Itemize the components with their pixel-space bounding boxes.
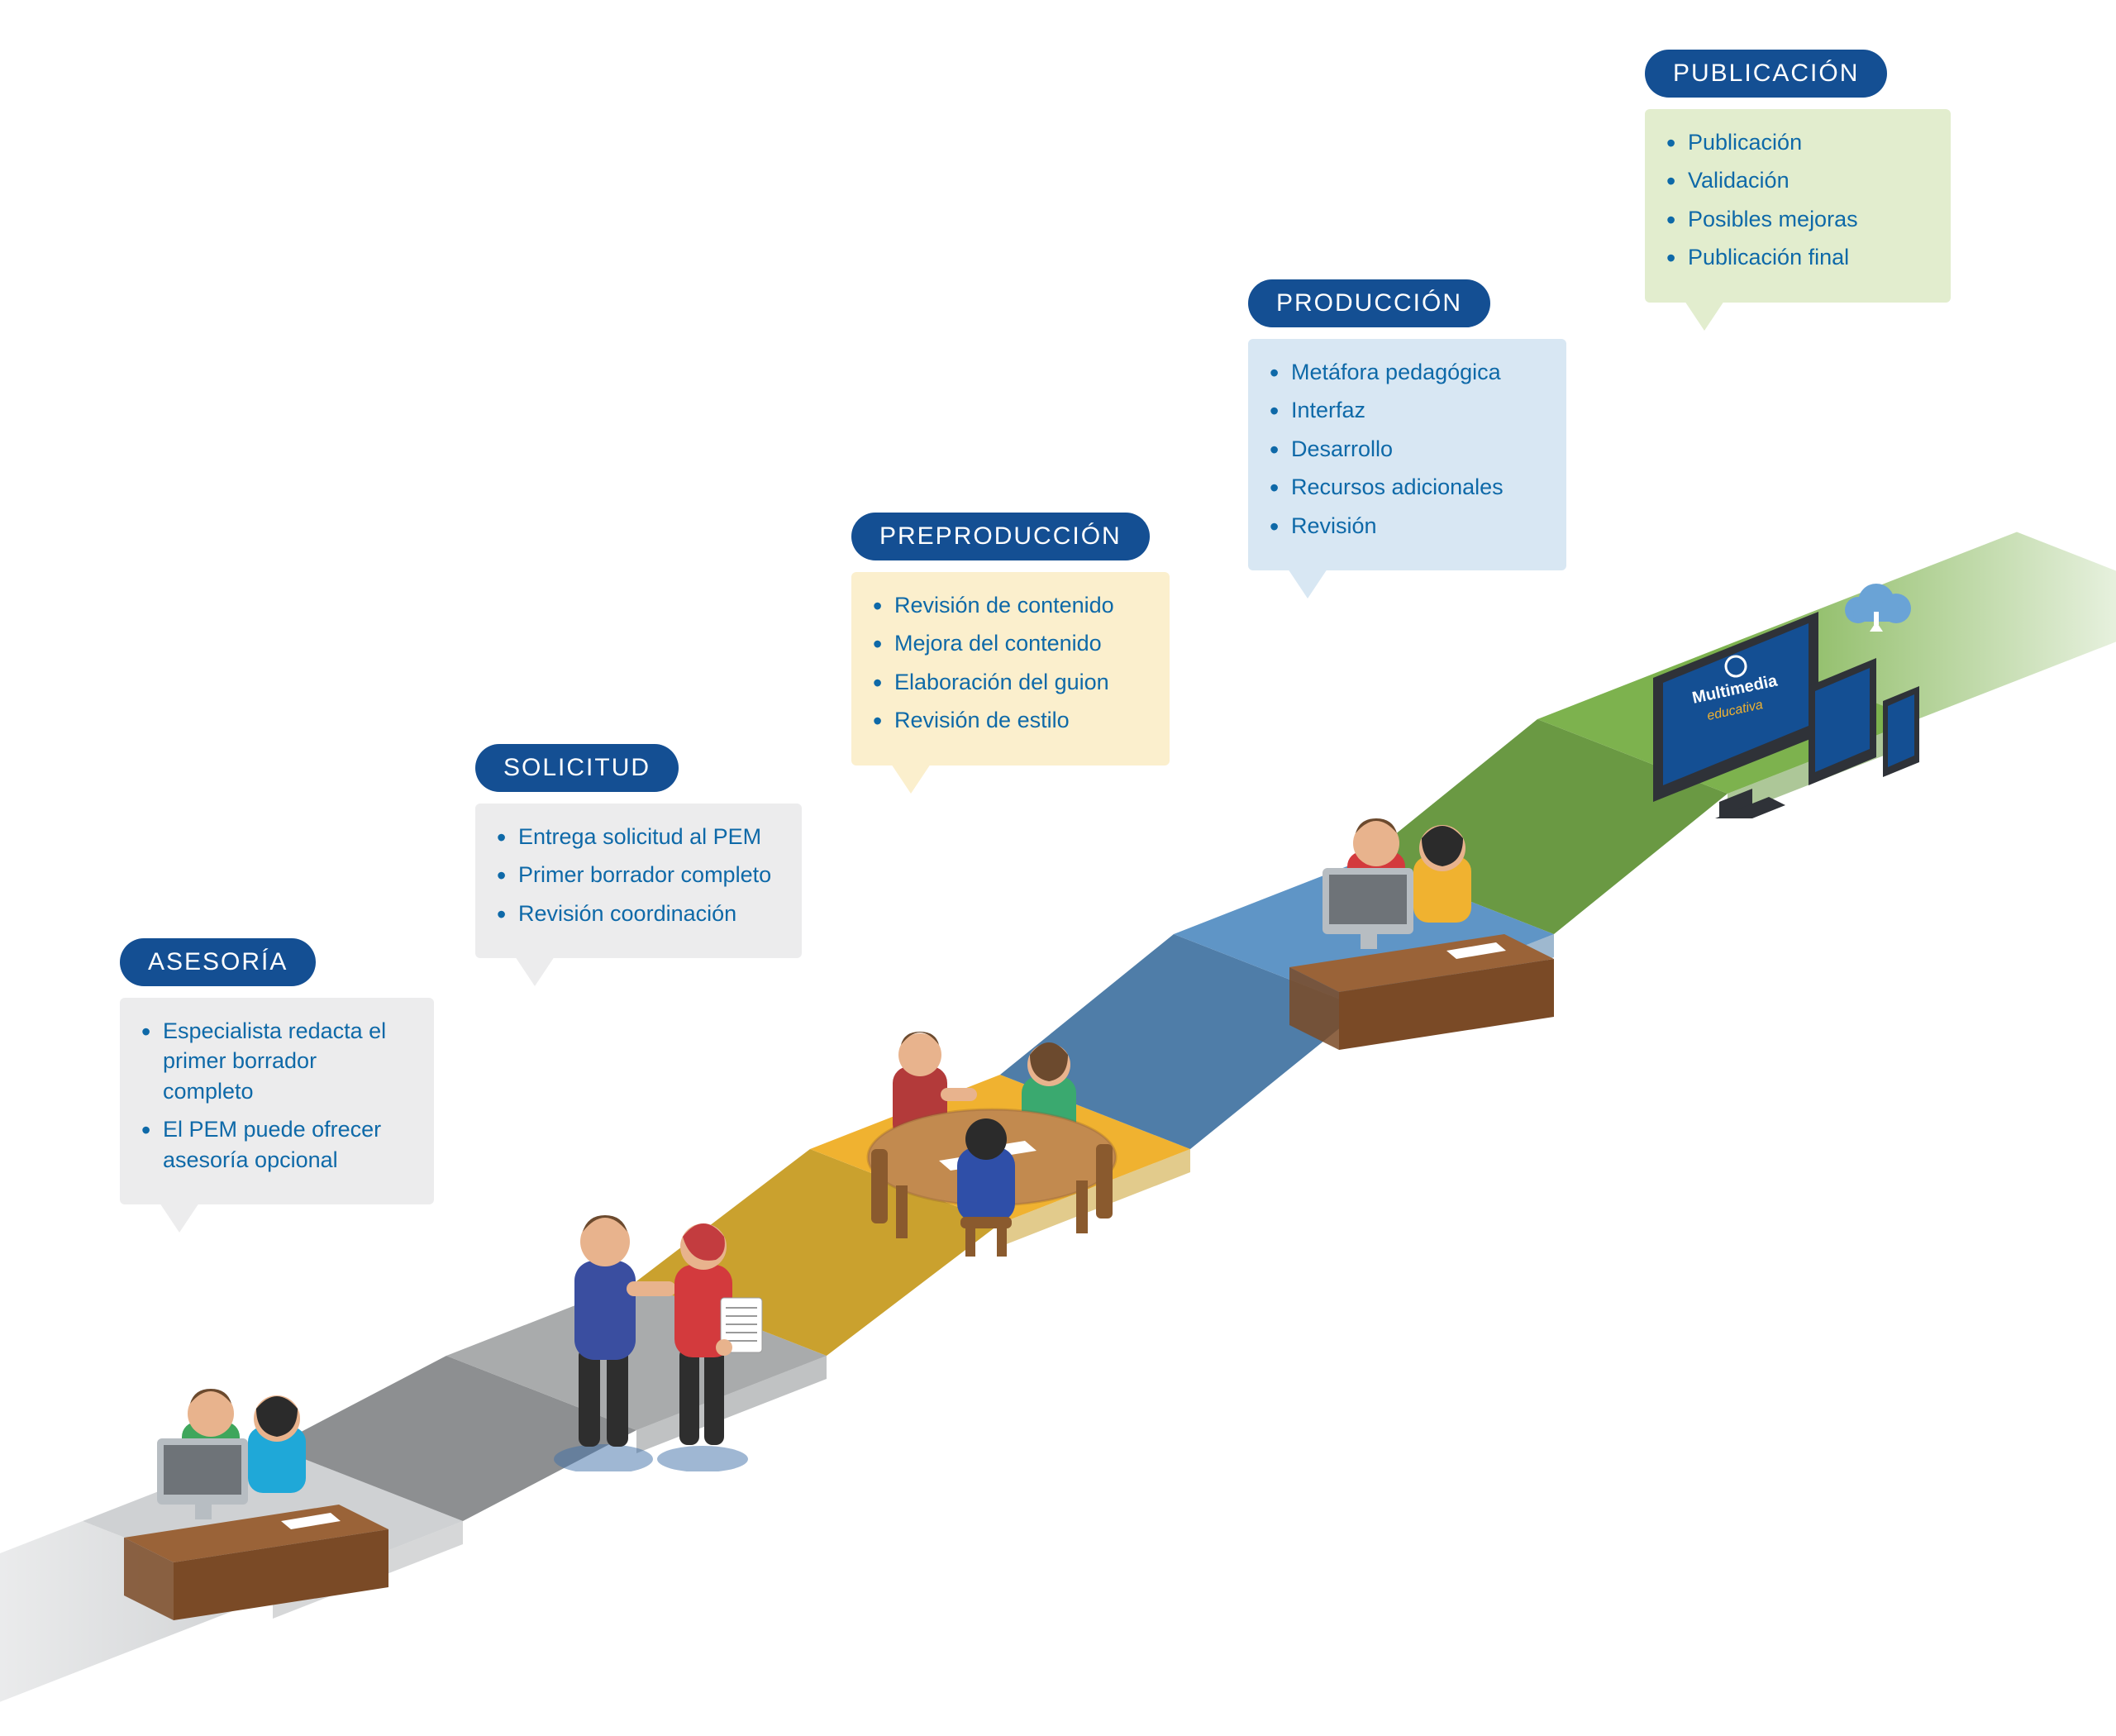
callout-title: SOLICITUD bbox=[475, 744, 679, 792]
illustration-table-preproduccion bbox=[860, 1009, 1132, 1269]
callout-item: Revisión de contenido bbox=[873, 590, 1148, 620]
callout-title: ASESORÍA bbox=[120, 938, 316, 986]
callout-asesoria: ASESORÍA Especialista redacta el primer b… bbox=[120, 938, 434, 1204]
callout-item: Especialista redacta el primer borrador … bbox=[141, 1016, 412, 1106]
callout-tail bbox=[891, 764, 931, 794]
callout-body: Entrega solicitud al PEM Primer borrador … bbox=[475, 804, 802, 958]
callout-tail bbox=[160, 1203, 199, 1233]
callout-item: Publicación bbox=[1666, 127, 1929, 157]
callout-title: PRODUCCIÓN bbox=[1248, 279, 1490, 327]
callout-preproduccion: PREPRODUCCIÓN Revisión de contenido Mejora… bbox=[851, 513, 1170, 765]
callout-produccion: PRODUCCIÓN Metáfora pedagógica Interfaz Des… bbox=[1248, 279, 1566, 570]
illustration-desk-asesoria bbox=[124, 1364, 397, 1633]
callout-item: Metáfora pedagógica bbox=[1270, 357, 1545, 387]
callout-item: Mejora del contenido bbox=[873, 628, 1148, 658]
callout-item: Revisión bbox=[1270, 511, 1545, 541]
callout-item: Interfaz bbox=[1270, 395, 1545, 425]
callout-item: El PEM puede ofrecer asesoría opcional bbox=[141, 1114, 412, 1175]
callout-tail bbox=[1685, 301, 1724, 331]
callout-tail bbox=[1288, 569, 1327, 599]
callout-tail bbox=[515, 956, 555, 986]
callout-title: PUBLICACIÓN bbox=[1645, 50, 1887, 98]
callout-body: Publicación Validación Posibles mejoras Pub… bbox=[1645, 109, 1951, 303]
callout-item: Primer borrador completo bbox=[497, 860, 780, 889]
illustration-devices-publicacion: Multimediaeducativa bbox=[1628, 570, 1934, 823]
callout-publicacion: PUBLICACIÓN Publicación Validación Posibles… bbox=[1645, 50, 1951, 303]
callout-solicitud: SOLICITUD Entrega solicitud al PEM Primer … bbox=[475, 744, 802, 958]
callout-item: Desarrollo bbox=[1270, 434, 1545, 464]
callout-body: Metáfora pedagógica Interfaz Desarrollo Rec… bbox=[1248, 339, 1566, 570]
callout-item: Posibles mejoras bbox=[1666, 204, 1929, 234]
callout-item: Recursos adicionales bbox=[1270, 472, 1545, 502]
illustration-pair-solicitud bbox=[529, 1182, 777, 1476]
callout-item: Publicación final bbox=[1666, 242, 1929, 272]
illustration-desk-produccion bbox=[1289, 794, 1562, 1062]
callout-item: Revisión de estilo bbox=[873, 705, 1148, 735]
callout-title: PREPRODUCCIÓN bbox=[851, 513, 1150, 560]
callout-item: Elaboración del guion bbox=[873, 667, 1148, 697]
callout-item: Revisión coordinación bbox=[497, 899, 780, 928]
callout-item: Entrega solicitud al PEM bbox=[497, 822, 780, 851]
callout-body: Revisión de contenido Mejora del contenid… bbox=[851, 572, 1170, 765]
callout-body: Especialista redacta el primer borrador … bbox=[120, 998, 434, 1204]
callout-item: Validación bbox=[1666, 165, 1929, 195]
